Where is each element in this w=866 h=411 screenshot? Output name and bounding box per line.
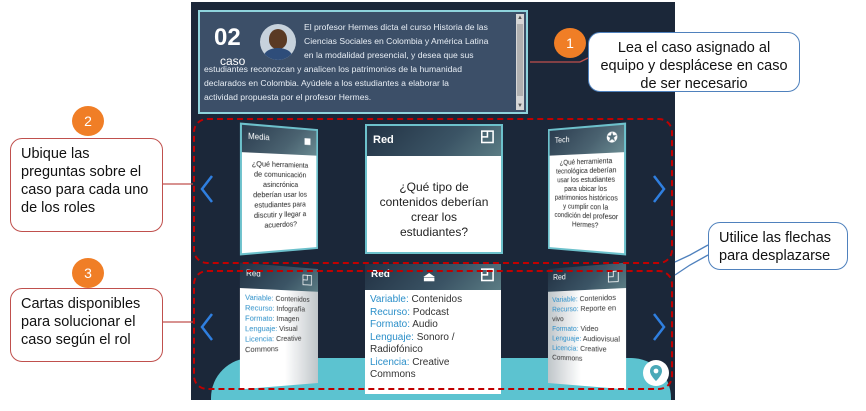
callout-read-case: Lea el caso asignado al equipo y desplác… <box>588 32 800 92</box>
callout-badge-2: 2 <box>72 106 104 136</box>
callout-available-cards: Cartas disponibles para solucionar el ca… <box>10 288 163 362</box>
callout-use-arrows: Utilice las flechas para desplazarse <box>708 222 848 270</box>
callout-badge-1: 1 <box>554 28 586 58</box>
callout-locate-questions: Ubique las preguntas sobre el caso para … <box>10 138 163 232</box>
callout-badge-3: 3 <box>72 258 104 288</box>
